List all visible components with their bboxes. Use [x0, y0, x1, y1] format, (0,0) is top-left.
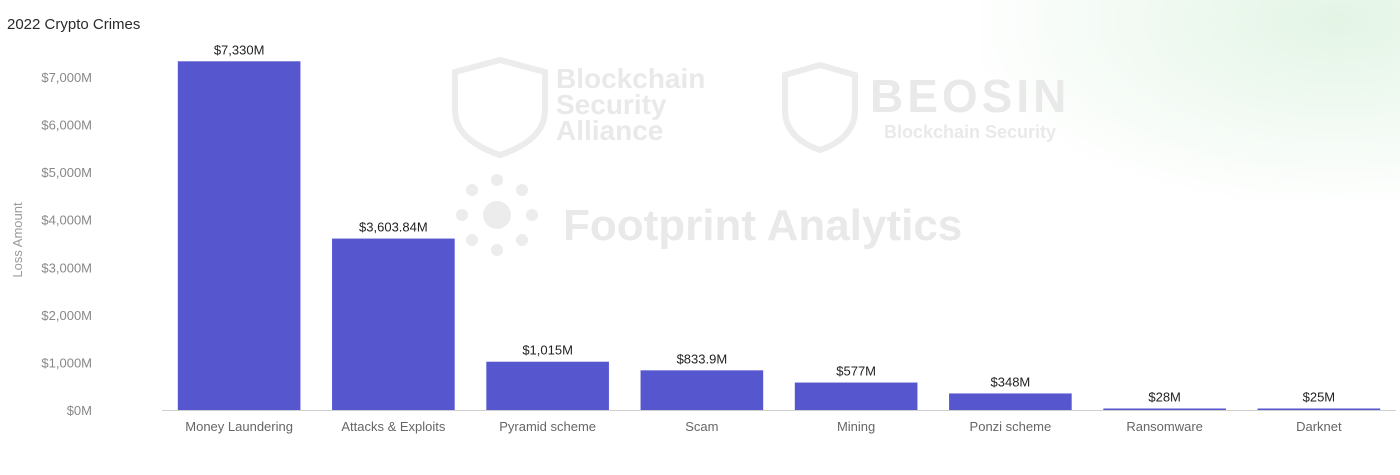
data-labels-group: $7,330M $3,603.84M $1,015M $833.9M $577M $348…: [214, 42, 1335, 404]
y-tick-label: $1,000M: [41, 355, 92, 370]
y-tick-label: $0M: [67, 403, 92, 418]
watermark-alliance-line1: Blockchain: [556, 63, 705, 94]
category-label: Pyramid scheme: [499, 419, 596, 434]
watermark-beosin-name: BEOSIN: [870, 70, 1070, 122]
y-axis-label: Loss Amount: [10, 202, 25, 278]
alliance-shield-icon: [452, 56, 548, 159]
category-label: Scam: [685, 419, 718, 434]
y-axis-ticks: $0M $1,000M $2,000M $3,000M $4,000M $5,000M $6…: [41, 70, 92, 418]
category-label: Ponzi scheme: [970, 419, 1052, 434]
data-label: $833.9M: [677, 351, 728, 366]
watermark-footprint-name: Footprint Analytics: [563, 201, 962, 250]
bar: [949, 393, 1072, 410]
beosin-shield-icon: [782, 61, 858, 154]
category-labels-group: Money Laundering Attacks & Exploits Pyrami…: [185, 419, 1342, 434]
y-tick-label: $5,000M: [41, 165, 92, 180]
bar: [1257, 408, 1381, 410]
category-label: Money Laundering: [185, 419, 293, 434]
bar: [177, 61, 301, 411]
bar: [640, 370, 764, 410]
bar: [486, 361, 609, 410]
footprint-sun-icon: [456, 174, 538, 256]
y-tick-label: $6,000M: [41, 118, 92, 133]
watermark-alliance-line2: Security: [556, 89, 667, 120]
bar: [794, 382, 918, 410]
data-label: $28M: [1148, 390, 1181, 405]
y-tick-label: $4,000M: [41, 213, 92, 228]
chart-title: 2022 Crypto Crimes: [7, 16, 141, 33]
data-label: $348M: [991, 374, 1031, 389]
watermark-layer: Blockchain Security Alliance BEOSIN Bloc…: [452, 56, 1070, 256]
bar: [1103, 408, 1226, 410]
watermark-beosin-tagline: Blockchain Security: [884, 122, 1056, 142]
category-label: Mining: [837, 419, 875, 434]
bars-group: [177, 61, 1381, 411]
category-label: Attacks & Exploits: [341, 419, 446, 434]
watermark-alliance-line3: Alliance: [556, 115, 663, 146]
bar: [332, 238, 455, 410]
category-label: Darknet: [1296, 419, 1342, 434]
data-label: $7,330M: [214, 42, 265, 57]
y-tick-label: $3,000M: [41, 260, 92, 275]
data-label: $577M: [836, 364, 876, 379]
data-label: $1,015M: [522, 343, 573, 358]
category-label: Ransomware: [1126, 419, 1203, 434]
data-label: $3,603.84M: [359, 220, 428, 235]
y-tick-label: $7,000M: [41, 70, 92, 85]
background-glow: [980, 0, 1400, 200]
data-label: $25M: [1303, 390, 1336, 405]
y-tick-label: $2,000M: [41, 308, 92, 323]
